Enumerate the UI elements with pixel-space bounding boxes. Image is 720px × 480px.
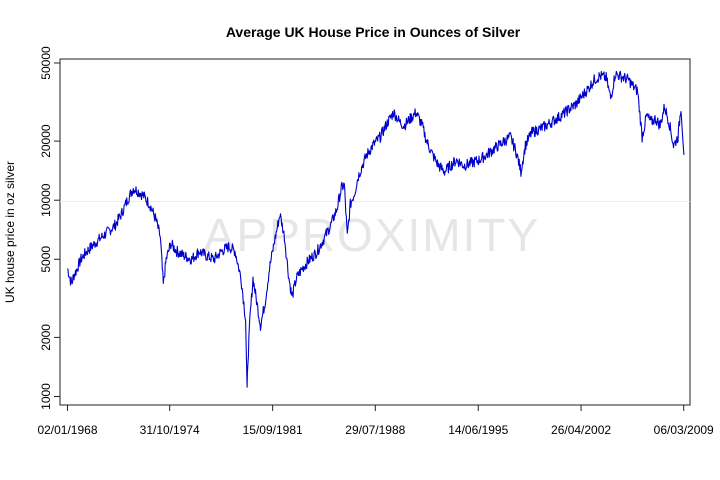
y-tick-label: 5000: [39, 246, 53, 273]
x-tick-label: 14/06/1995: [448, 423, 508, 437]
watermark: APPROXIMITY: [204, 209, 540, 261]
series-line: [66, 70, 685, 388]
x-tick-label: 29/07/1988: [345, 423, 405, 437]
x-tick-label: 31/10/1974: [140, 423, 200, 437]
y-axis: 1000 2000 5000 10000 20000 50000: [39, 46, 60, 410]
x-axis: 02/01/1968 31/10/1974 15/09/1981 29/07/1988…: [37, 405, 714, 437]
series-group: [66, 70, 685, 388]
y-tick-label: 50000: [39, 46, 53, 80]
chart-title: Average UK House Price in Ounces of Silv…: [226, 24, 521, 40]
x-tick-label: 26/04/2002: [551, 423, 611, 437]
y-tick-label: 20000: [39, 124, 53, 158]
x-tick-label: 06/03/2009: [654, 423, 714, 437]
y-tick-label: 2000: [39, 324, 53, 351]
x-tick-label: 02/01/1968: [37, 423, 97, 437]
y-tick-label: 10000: [39, 183, 53, 217]
y-axis-label: UK house price in oz silver: [3, 161, 17, 303]
y-tick-label: 1000: [39, 383, 53, 410]
x-tick-label: 15/09/1981: [243, 423, 303, 437]
